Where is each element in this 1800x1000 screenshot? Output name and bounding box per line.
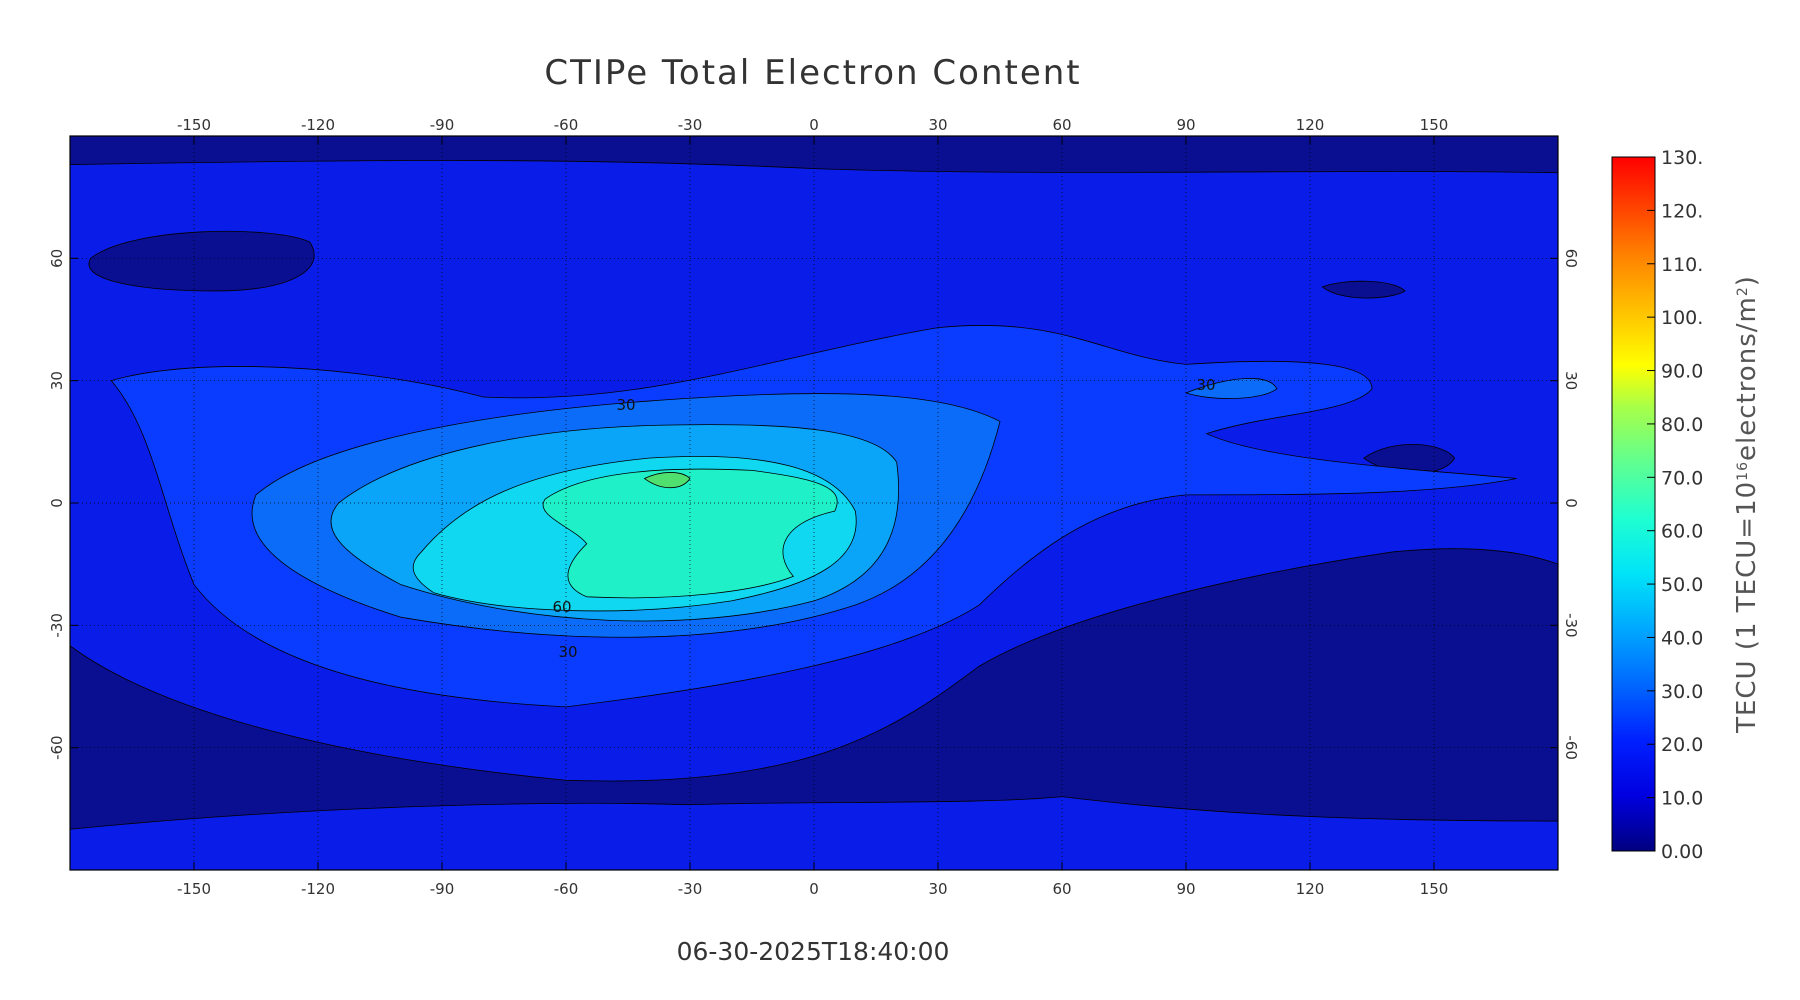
x-tick-label: -30 bbox=[678, 880, 703, 898]
x-tick-label: 30 bbox=[928, 880, 947, 898]
colorbar-tick-label: 40.0 bbox=[1661, 627, 1703, 649]
colorbar-tick-label: 110. bbox=[1661, 254, 1703, 276]
x-tick-label: 30 bbox=[928, 116, 947, 134]
level-30-region-asia bbox=[1186, 378, 1277, 398]
timestamp: 06-30-2025T18:40:00 bbox=[677, 937, 950, 966]
x-tick-label: 90 bbox=[1176, 116, 1195, 134]
level-70-region bbox=[645, 472, 690, 487]
x-tick-label: -120 bbox=[301, 116, 335, 134]
x-tick-label: 60 bbox=[1052, 880, 1071, 898]
y-tick-label: 0 bbox=[48, 498, 66, 508]
colorbar-tick-label: 0.00 bbox=[1661, 841, 1703, 863]
colorbar-tick-label: 100. bbox=[1661, 307, 1703, 329]
contour-label: 30 bbox=[558, 643, 577, 661]
mid-region-south bbox=[70, 797, 1558, 870]
colorbar-tick-label: 80.0 bbox=[1661, 414, 1703, 436]
x-tick-label: -120 bbox=[301, 880, 335, 898]
low-region-north bbox=[70, 136, 1558, 173]
colorbar-tick-label: 130. bbox=[1661, 147, 1703, 169]
x-tick-label: 0 bbox=[809, 116, 819, 134]
x-tick-label: 0 bbox=[809, 880, 819, 898]
chart-title: CTIPe Total Electron Content bbox=[544, 53, 1081, 93]
x-tick-label: 60 bbox=[1052, 116, 1071, 134]
colorbar-label-part: electrons/m bbox=[1732, 296, 1762, 461]
x-tick-label: -60 bbox=[554, 880, 579, 898]
y-tick-label: -60 bbox=[48, 735, 66, 760]
y-tick-label: -60 bbox=[1562, 735, 1580, 760]
y-tick-label: 60 bbox=[1562, 249, 1580, 268]
y-tick-label: 60 bbox=[48, 249, 66, 268]
y-tick-label: 0 bbox=[1562, 498, 1580, 508]
colorbar-tick-label: 120. bbox=[1661, 200, 1703, 222]
colorbar-tick-label: 10.0 bbox=[1661, 788, 1703, 810]
x-tick-label: -60 bbox=[554, 116, 579, 134]
x-tick-label: -90 bbox=[430, 116, 455, 134]
x-tick-label: -90 bbox=[430, 880, 455, 898]
low-region-pacific bbox=[89, 231, 314, 291]
x-tick-label: 150 bbox=[1420, 880, 1449, 898]
y-tick-label: -30 bbox=[48, 613, 66, 638]
colorbar-tick-label: 90.0 bbox=[1661, 361, 1703, 383]
colorbar-tick-label: 70.0 bbox=[1661, 467, 1703, 489]
colorbar-tick-label: 20.0 bbox=[1661, 734, 1703, 756]
y-tick-label: -30 bbox=[1562, 613, 1580, 638]
x-tick-label: 90 bbox=[1176, 880, 1195, 898]
colorbar-label-part: ) bbox=[1732, 275, 1762, 286]
colorbar-tick-label: 60.0 bbox=[1661, 521, 1703, 543]
x-tick-label: 120 bbox=[1296, 880, 1325, 898]
colorbar-label-part: TECU (1 TECU=10 bbox=[1732, 481, 1762, 734]
x-tick-label: -150 bbox=[177, 116, 211, 134]
y-tick-label: 30 bbox=[48, 371, 66, 390]
x-tick-label: 120 bbox=[1296, 116, 1325, 134]
colorbar-label: TECU (1 TECU=1016electrons/m2) bbox=[1732, 275, 1762, 734]
colorbar-tick-label: 50.0 bbox=[1661, 574, 1703, 596]
colorbar-label-sup: 2 bbox=[1735, 286, 1751, 296]
level-60-region bbox=[543, 469, 837, 598]
contour-label: 30 bbox=[616, 396, 635, 414]
low-region-south bbox=[70, 549, 1558, 870]
colorbar-label-sup: 16 bbox=[1735, 461, 1751, 481]
y-tick-label: 30 bbox=[1562, 371, 1580, 390]
contour-label: 30 bbox=[1196, 376, 1215, 394]
x-tick-label: -30 bbox=[678, 116, 703, 134]
low-region-japan bbox=[1322, 281, 1405, 298]
contour-label: 60 bbox=[552, 598, 571, 616]
colorbar bbox=[1611, 156, 1656, 852]
x-tick-label: 150 bbox=[1420, 116, 1449, 134]
x-tick-label: -150 bbox=[177, 880, 211, 898]
colorbar-tick-label: 30.0 bbox=[1661, 681, 1703, 703]
